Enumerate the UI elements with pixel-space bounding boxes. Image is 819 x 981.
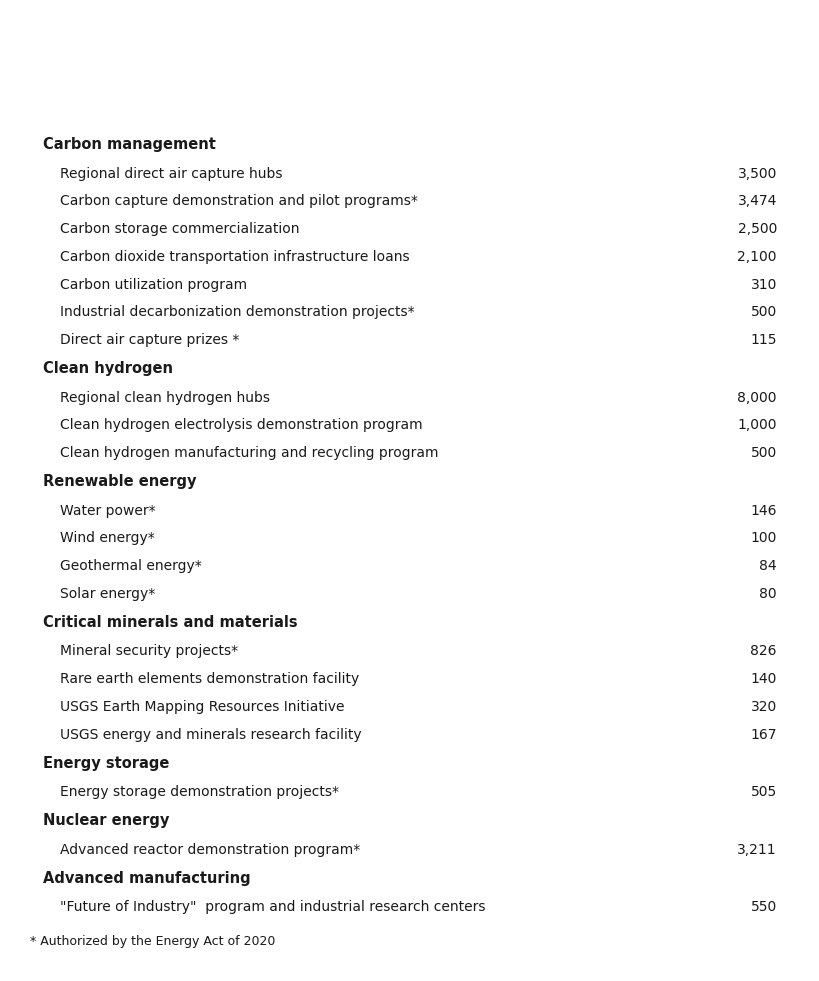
Text: 80: 80 — [758, 587, 776, 601]
Text: Energy Infrastructure Act Funding Proposals: Energy Infrastructure Act Funding Propos… — [140, 48, 679, 69]
Text: 84: 84 — [758, 559, 776, 573]
Text: 550: 550 — [750, 901, 776, 914]
Text: Water power*: Water power* — [60, 503, 156, 518]
Text: 167: 167 — [749, 728, 776, 742]
Text: 826: 826 — [749, 645, 776, 658]
Text: Advanced reactor demonstration program*: Advanced reactor demonstration program* — [60, 843, 360, 856]
Text: Energy storage: Energy storage — [43, 756, 170, 771]
Text: Energy storage demonstration projects*: Energy storage demonstration projects* — [60, 785, 338, 800]
Text: Industrial decarbonization demonstration projects*: Industrial decarbonization demonstration… — [60, 305, 414, 320]
Text: Wind energy*: Wind energy* — [60, 532, 155, 545]
Text: 500: 500 — [750, 446, 776, 460]
Text: 2,500: 2,500 — [737, 222, 776, 236]
Text: 505: 505 — [750, 785, 776, 800]
Text: USGS energy and minerals research facility: USGS energy and minerals research facili… — [60, 728, 361, 742]
Text: "Future of Industry"  program and industrial research centers: "Future of Industry" program and industr… — [60, 901, 485, 914]
Text: 320: 320 — [750, 700, 776, 714]
Text: Carbon storage commercialization: Carbon storage commercialization — [60, 222, 299, 236]
Text: 1,000: 1,000 — [736, 419, 776, 433]
Text: 146: 146 — [749, 503, 776, 518]
Text: * Authorized by the Energy Act of 2020: * Authorized by the Energy Act of 2020 — [30, 935, 275, 948]
Text: 3,211: 3,211 — [736, 843, 776, 856]
Text: Carbon management: Carbon management — [43, 137, 215, 152]
Text: 3,500: 3,500 — [737, 167, 776, 181]
Text: Carbon utilization program: Carbon utilization program — [60, 278, 247, 291]
Text: Regional clean hydrogen hubs: Regional clean hydrogen hubs — [60, 390, 269, 405]
Text: Regional direct air capture hubs: Regional direct air capture hubs — [60, 167, 283, 181]
Text: Carbon capture demonstration and pilot programs*: Carbon capture demonstration and pilot p… — [60, 194, 418, 208]
Text: Renewable energy: Renewable energy — [43, 475, 197, 490]
Text: Direct air capture prizes *: Direct air capture prizes * — [60, 334, 239, 347]
Text: Mineral security projects*: Mineral security projects* — [60, 645, 238, 658]
Text: Rare earth elements demonstration facility: Rare earth elements demonstration facili… — [60, 672, 359, 687]
Text: Clean hydrogen manufacturing and recycling program: Clean hydrogen manufacturing and recycli… — [60, 446, 438, 460]
Text: Clean hydrogen: Clean hydrogen — [43, 361, 173, 377]
Text: 8,000: 8,000 — [736, 390, 776, 405]
Text: 115: 115 — [749, 334, 776, 347]
Text: 500: 500 — [750, 305, 776, 320]
Text: 2,100: 2,100 — [736, 250, 776, 264]
Text: USGS Earth Mapping Resources Initiative: USGS Earth Mapping Resources Initiative — [60, 700, 344, 714]
Text: Clean hydrogen electrolysis demonstration program: Clean hydrogen electrolysis demonstratio… — [60, 419, 422, 433]
Text: 140: 140 — [749, 672, 776, 687]
Text: ($, millions): ($, millions) — [360, 93, 459, 112]
Text: 3,474: 3,474 — [737, 194, 776, 208]
Text: Advanced manufacturing: Advanced manufacturing — [43, 871, 251, 886]
Text: 310: 310 — [749, 278, 776, 291]
Text: Critical minerals and materials: Critical minerals and materials — [43, 615, 297, 630]
Text: Geothermal energy*: Geothermal energy* — [60, 559, 201, 573]
Text: Carbon dioxide transportation infrastructure loans: Carbon dioxide transportation infrastruc… — [60, 250, 409, 264]
Text: 100: 100 — [749, 532, 776, 545]
Text: Solar energy*: Solar energy* — [60, 587, 155, 601]
Text: Nuclear energy: Nuclear energy — [43, 813, 170, 829]
